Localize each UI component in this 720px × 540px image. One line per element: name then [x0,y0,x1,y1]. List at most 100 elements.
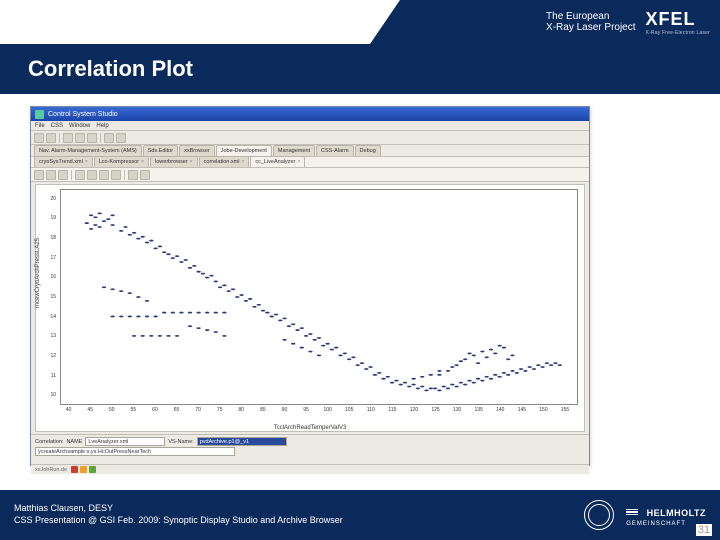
y-tick: 10 [50,392,56,398]
close-icon[interactable]: × [190,159,193,165]
x-tick: 140 [496,407,504,413]
y-tick: 11 [51,373,56,379]
slide: The European X-Ray Laser Project XFEL X-… [0,0,720,540]
x-tick: 50 [109,407,115,413]
plot-tool-button[interactable] [46,170,56,180]
y-tick: 13 [50,333,56,339]
x-tick: 40 [66,407,72,413]
name-field[interactable]: LveAnalyzer.xml [85,437,165,446]
desy-logo-icon [584,500,614,530]
close-icon[interactable]: × [241,159,244,165]
bottom-panel: Correlation: NAME LveAnalyzer.xml VS-Nam… [31,434,589,464]
editor-tab[interactable]: cc_LiveAnalyzer× [250,156,305,167]
bottom-row-1: Correlation: NAME LveAnalyzer.xml VS-Nam… [35,437,585,446]
toolbar-button[interactable] [63,133,73,143]
perspective-tab[interactable]: Jobe-Development [216,145,272,156]
header-line2: X-Ray Laser Project [546,22,635,33]
plot-tool-button[interactable] [87,170,97,180]
plot-tool-button[interactable] [75,170,85,180]
x-tick: 150 [539,407,547,413]
toolbar-sep [71,170,72,180]
toolbar-button[interactable] [87,133,97,143]
editor-tab[interactable]: cryoSysTrend.xml× [34,156,93,167]
title-text: Correlation Plot [28,56,193,82]
x-tick: 120 [410,407,418,413]
status-icon [80,466,87,473]
perspective-tab[interactable]: Debug [355,145,381,156]
footer-logos: HELMHOLTZ GEMEINSCHAFT [584,500,706,530]
x-tick: 80 [239,407,245,413]
x-tick: 110 [367,407,375,413]
x-tick: 75 [217,407,223,413]
plot-tool-button[interactable] [128,170,138,180]
toolbar-button[interactable] [104,133,114,143]
footer-bar: Matthias Clausen, DESY CSS Presentation … [0,490,720,540]
x-tick: 65 [174,407,180,413]
perspective-tab[interactable]: Management [273,145,315,156]
slide-title: Correlation Plot [0,44,720,94]
x-tick: 95 [303,407,309,413]
close-icon[interactable]: × [297,159,300,165]
toolbar-button[interactable] [34,133,44,143]
content-area: Control System Studio File CSS Window He… [0,94,720,490]
plot-tool-button[interactable] [111,170,121,180]
close-icon[interactable]: × [141,159,144,165]
vs-label: VS-Name: [168,439,193,445]
editor-tab[interactable]: Lco-Kompressor× [94,156,149,167]
scatter-svg [61,190,577,404]
name-label: NAME [66,439,82,445]
helmholtz-sub: GEMEINSCHAFT [626,521,706,527]
toolbar-button[interactable] [116,133,126,143]
vs-field[interactable]: pvdArchive.p1@_v1 [197,437,287,446]
status-text: xxJobRun.de [35,467,67,473]
correlation-label: Correlation: [35,439,63,445]
plot-tool-button[interactable] [58,170,68,180]
footer-line2: CSS Presentation @ GSI Feb. 2009: Synopt… [14,515,343,525]
editor-tab[interactable]: correlation.xml× [199,156,250,167]
app-icon [35,110,44,119]
x-tick: 55 [131,407,137,413]
perspective-tab[interactable]: Nav. Alarm-Management-System (AMS) [34,145,142,156]
x-axis-label: TcclArchReadTemperValV3 [274,425,347,431]
close-icon[interactable]: × [85,159,88,165]
editor-tabs: cryoSysTrend.xml×Lco-Kompressor×lowerbro… [31,157,589,168]
editor-tab[interactable]: lowerbrowser× [150,156,198,167]
status-icons [71,466,96,473]
plot-toolbar [31,168,589,182]
header-diagonal [370,0,400,44]
x-tick: 145 [518,407,526,413]
toolbar-button[interactable] [75,133,85,143]
menu-css[interactable]: CSS [51,123,63,129]
toolbar-sep [124,170,125,180]
toolbar-button[interactable] [46,133,56,143]
plot-tool-button[interactable] [140,170,150,180]
menu-window[interactable]: Window [69,123,90,129]
bottom-row-2: ycreateArchsample:s,ys.HcOutPressNearTec… [35,447,585,456]
plot-tool-button[interactable] [99,170,109,180]
perspective-tab[interactable]: Sds.Editor [143,145,178,156]
y-tick: 18 [50,235,56,241]
helmholtz-logo: HELMHOLTZ GEMEINSCHAFT [626,503,706,527]
footer-text: Matthias Clausen, DESY CSS Presentation … [14,503,343,526]
x-tick: 100 [323,407,331,413]
window-titlebar[interactable]: Control System Studio [31,107,589,121]
correlation-plot[interactable]: mcewCryoArchPressLA25 101112131415161718… [35,184,585,432]
y-tick: 17 [50,255,56,261]
x-tick: 60 [152,407,158,413]
header-white-bg [0,0,370,44]
toolbar-sep [59,133,60,143]
window-title-text: Control System Studio [48,111,118,118]
x-tick: 70 [195,407,201,413]
expr-field[interactable]: ycreateArchsample:s,ys.HcOutPressNearTec… [35,447,235,456]
menu-bar: File CSS Window Help [31,121,589,131]
menu-file[interactable]: File [35,123,45,129]
perspective-tab[interactable]: CSS-Alarm [316,145,354,156]
menu-help[interactable]: Help [96,123,108,129]
x-tick: 85 [260,407,266,413]
status-bar: xxJobRun.de [31,464,589,474]
perspective-tab[interactable]: xxBrowser [179,145,215,156]
helmholtz-main: HELMHOLTZ [647,508,706,518]
plot-tool-button[interactable] [34,170,44,180]
x-tick: 90 [282,407,288,413]
y-tick: 20 [50,196,56,202]
